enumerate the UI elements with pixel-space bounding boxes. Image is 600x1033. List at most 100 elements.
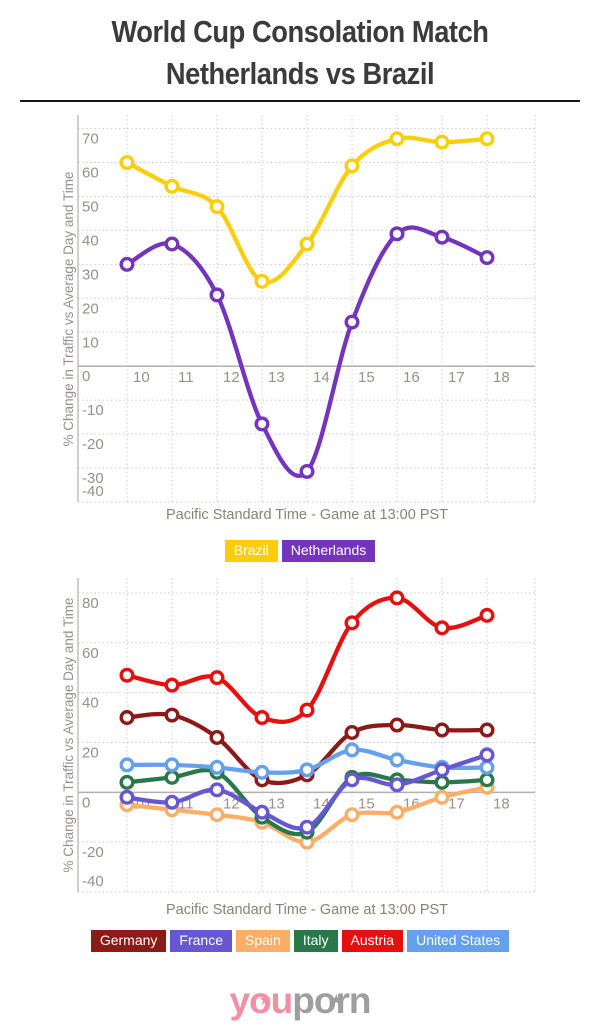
data-point-france [209, 782, 225, 798]
data-point-france [299, 819, 315, 835]
y-tick-label: 80 [82, 595, 99, 612]
data-point-germany [389, 717, 405, 733]
data-point-united-states [344, 742, 360, 758]
data-point-brazil [299, 236, 315, 252]
data-point-united-states [254, 764, 270, 780]
legend-item-austria: Austria [341, 930, 404, 952]
data-point-united-states [299, 762, 315, 778]
logo-text-primary: you [229, 980, 294, 1021]
data-point-brazil [344, 158, 360, 174]
x-tick-label: 10 [133, 369, 150, 386]
data-point-austria [299, 702, 315, 718]
data-point-france [344, 772, 360, 788]
x-tick-label: 13 [268, 795, 285, 812]
data-point-italy [119, 774, 135, 790]
data-point-spain [209, 807, 225, 823]
data-point-united-states [119, 757, 135, 773]
data-point-germany [164, 707, 180, 723]
data-point-netherlands [479, 250, 495, 266]
y-tick-label: 40 [82, 232, 99, 249]
y-tick-label: 20 [82, 300, 99, 317]
data-point-france [434, 762, 450, 778]
y-tick-label: 20 [82, 744, 99, 761]
x-tick-label: 12 [223, 369, 240, 386]
data-point-germany [434, 722, 450, 738]
data-point-brazil [209, 199, 225, 215]
y-tick-label: 0 [82, 368, 90, 385]
x-tick-label: 14 [313, 369, 330, 386]
data-point-brazil [389, 131, 405, 147]
data-point-germany [344, 725, 360, 741]
x-tick-label: 17 [448, 369, 465, 386]
y-tick-label: 70 [82, 131, 99, 148]
data-point-netherlands [119, 256, 135, 272]
chart2-legend: Germany France Spain Italy Austria United Sta… [0, 930, 600, 952]
x-tick-label: 11 [178, 369, 194, 386]
data-point-netherlands [299, 463, 315, 479]
data-point-austria [389, 590, 405, 606]
legend-item-united-states: United States [407, 930, 510, 952]
data-point-france [119, 789, 135, 805]
legend-item-netherlands: Netherlands [281, 540, 376, 562]
data-point-brazil [434, 134, 450, 150]
chart1-x-axis-caption: Pacific Standard Time - Game at 13:00 PS… [165, 507, 449, 523]
data-point-germany [119, 710, 135, 726]
data-point-netherlands [389, 226, 405, 242]
data-point-germany [479, 722, 495, 738]
data-point-france [164, 794, 180, 810]
y-tick-label: 50 [82, 198, 99, 215]
page-title-line-1: World Cup Consolation Match [111, 14, 489, 49]
y-tick-label: -30 [82, 470, 104, 487]
site-logo: youporn ★ ★ [0, 980, 600, 1022]
data-point-brazil [119, 155, 135, 171]
x-tick-label: 12 [223, 795, 240, 812]
page-title-line-2: Netherlands vs Brazil [165, 56, 435, 91]
data-point-spain [434, 789, 450, 805]
x-tick-label: 17 [448, 795, 465, 812]
data-point-austria [209, 670, 225, 686]
site-logo-text: youporn ★ ★ [229, 980, 372, 1022]
y-tick-label: -20 [82, 844, 104, 861]
data-point-netherlands [164, 236, 180, 252]
data-point-austria [254, 710, 270, 726]
legend-item-france: France [170, 930, 232, 952]
data-point-germany [209, 729, 225, 745]
data-point-brazil [164, 178, 180, 194]
data-point-italy [164, 769, 180, 785]
x-tick-label: 13 [268, 369, 285, 386]
data-point-netherlands [254, 416, 270, 432]
data-point-austria [119, 667, 135, 683]
y-tick-label: 60 [82, 645, 99, 662]
data-point-italy [434, 774, 450, 790]
data-point-netherlands [344, 314, 360, 330]
data-point-france [389, 777, 405, 793]
logo-star-icon: ★ [330, 992, 343, 1007]
x-tick-label: 16 [403, 369, 420, 386]
data-point-united-states [389, 752, 405, 768]
legend-item-brazil: Brazil [224, 540, 278, 562]
y-tick-label: -40 [82, 873, 104, 890]
y-tick-label: -10 [82, 402, 104, 419]
data-point-united-states [164, 757, 180, 773]
x-tick-label: 18 [493, 795, 510, 812]
data-point-netherlands [434, 229, 450, 245]
legend-item-germany: Germany [90, 930, 167, 952]
data-point-spain [389, 804, 405, 820]
data-point-brazil [479, 131, 495, 147]
data-point-austria [479, 607, 495, 623]
x-tick-label: 15 [358, 795, 375, 812]
legend-item-spain: Spain [236, 930, 290, 952]
y-tick-label: -40 [82, 483, 104, 500]
data-point-united-states [209, 759, 225, 775]
chart2-x-axis-caption: Pacific Standard Time - Game at 13:00 PS… [165, 902, 449, 918]
y-tick-label: 30 [82, 266, 99, 283]
data-point-united-states [479, 759, 495, 775]
brazil-netherlands-traffic-chart: 70 60 50 40 30 20 10 0 -10 -20 -30-40 10 11 12 13 14 15 1… [77, 115, 536, 503]
x-tick-label: 18 [493, 369, 510, 386]
y-tick-label: 0 [82, 794, 90, 811]
y-tick-label: 40 [82, 695, 99, 712]
y-tick-label: -20 [82, 436, 104, 453]
data-point-austria [164, 677, 180, 693]
